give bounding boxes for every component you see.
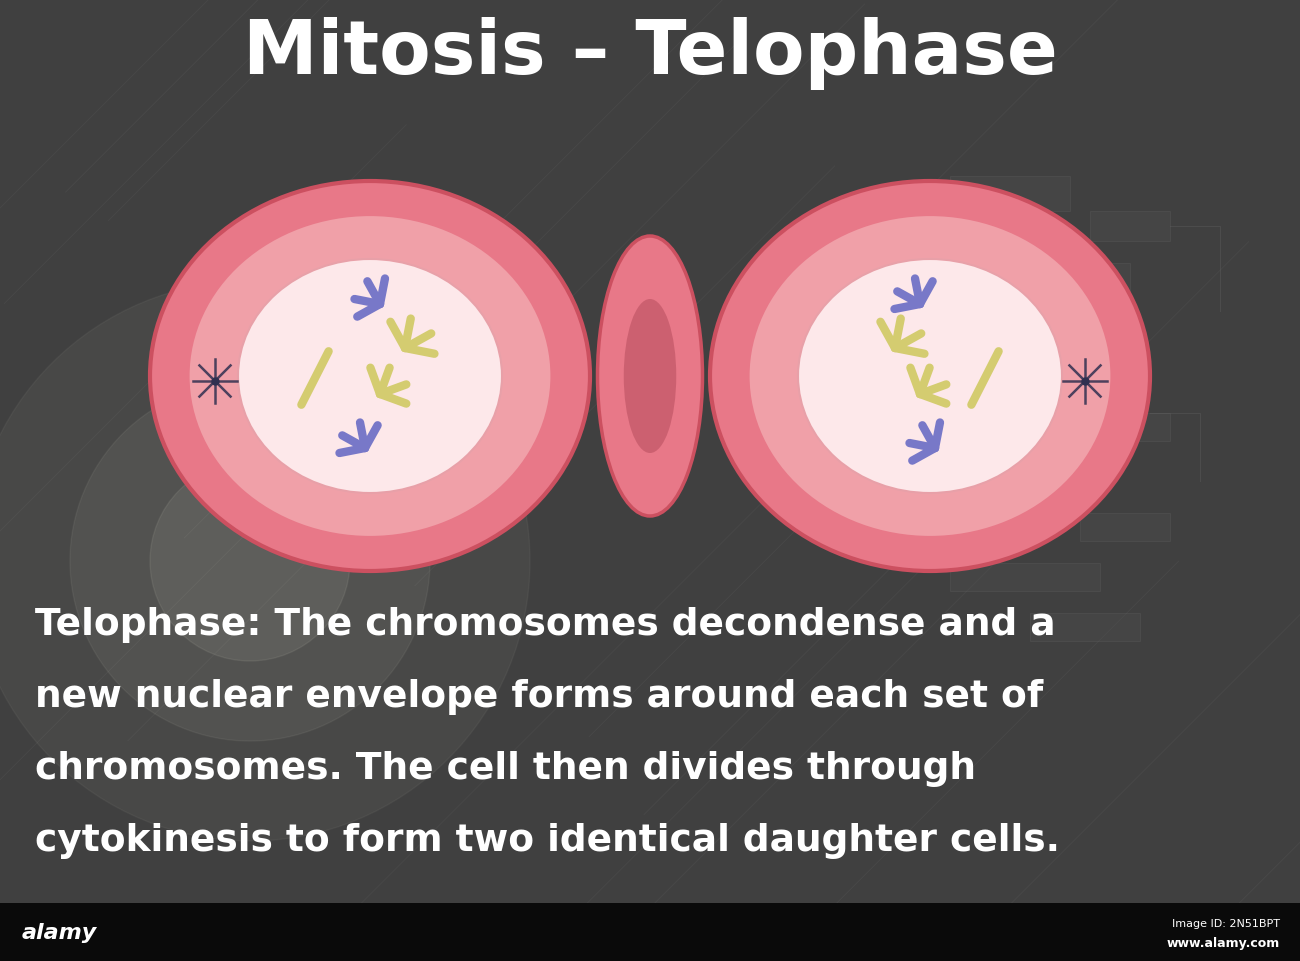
Ellipse shape [710, 182, 1150, 572]
Ellipse shape [238, 259, 502, 494]
Ellipse shape [624, 300, 676, 454]
Bar [1089, 211, 1170, 242]
Bar [950, 177, 1070, 211]
Text: Image ID: 2N51BPT: Image ID: 2N51BPT [1173, 918, 1280, 928]
Bar [1080, 513, 1170, 541]
Ellipse shape [150, 182, 590, 572]
Text: new nuclear envelope forms around each set of: new nuclear envelope forms around each s… [35, 678, 1043, 714]
Bar [950, 363, 1130, 391]
Bar [950, 563, 1100, 591]
Bar [980, 263, 1130, 292]
Circle shape [70, 382, 430, 741]
Circle shape [0, 282, 530, 841]
Bar [1030, 613, 1140, 641]
Ellipse shape [750, 217, 1110, 536]
Text: alamy: alamy [22, 922, 98, 942]
Text: www.alamy.com: www.alamy.com [1167, 937, 1280, 949]
Text: Telophase: The chromosomes decondense and a: Telophase: The chromosomes decondense an… [35, 606, 1056, 642]
Circle shape [150, 461, 350, 661]
Text: chromosomes. The cell then divides through: chromosomes. The cell then divides throu… [35, 751, 976, 786]
Bar [980, 463, 1080, 491]
Ellipse shape [798, 259, 1062, 494]
Bar [0, 903, 1300, 961]
Text: cytokinesis to form two identical daughter cells.: cytokinesis to form two identical daught… [35, 823, 1059, 858]
Bar [1050, 413, 1170, 441]
Ellipse shape [598, 236, 702, 516]
Text: Mitosis – Telophase: Mitosis – Telophase [243, 17, 1057, 90]
Bar [1020, 313, 1121, 342]
Ellipse shape [190, 217, 550, 536]
